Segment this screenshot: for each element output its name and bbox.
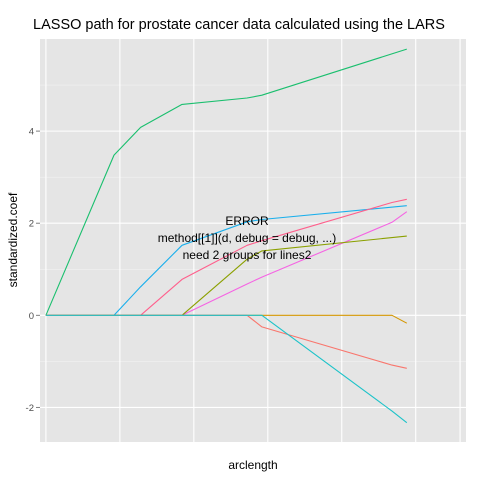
y-tick-label: -2 [26, 403, 34, 414]
plot-panel [40, 39, 466, 442]
x-axis-title: arclength [228, 458, 277, 472]
y-tick-label: 2 [29, 219, 34, 230]
coef-path-line-1 [45, 48, 407, 316]
y-tick-label: 4 [29, 127, 34, 138]
y-axis-ticks: -2 0 2 4 [26, 127, 40, 414]
y-tick-label: 0 [29, 311, 34, 322]
y-axis-title: standardized.coef [6, 192, 20, 287]
error-line-2: method[[1]](d, debug = debug, ...) [158, 231, 336, 245]
series-lines [45, 48, 408, 424]
error-annotation: ERROR method[[1]](d, debug = debug, ...)… [158, 214, 336, 262]
error-line-1: ERROR [225, 214, 269, 228]
coef-path-line-8 [45, 314, 408, 424]
chart-title: LASSO path for prostate cancer data calc… [33, 17, 445, 33]
error-line-3: need 2 groups for lines2 [183, 248, 312, 262]
minor-gridlines [40, 84, 466, 362]
